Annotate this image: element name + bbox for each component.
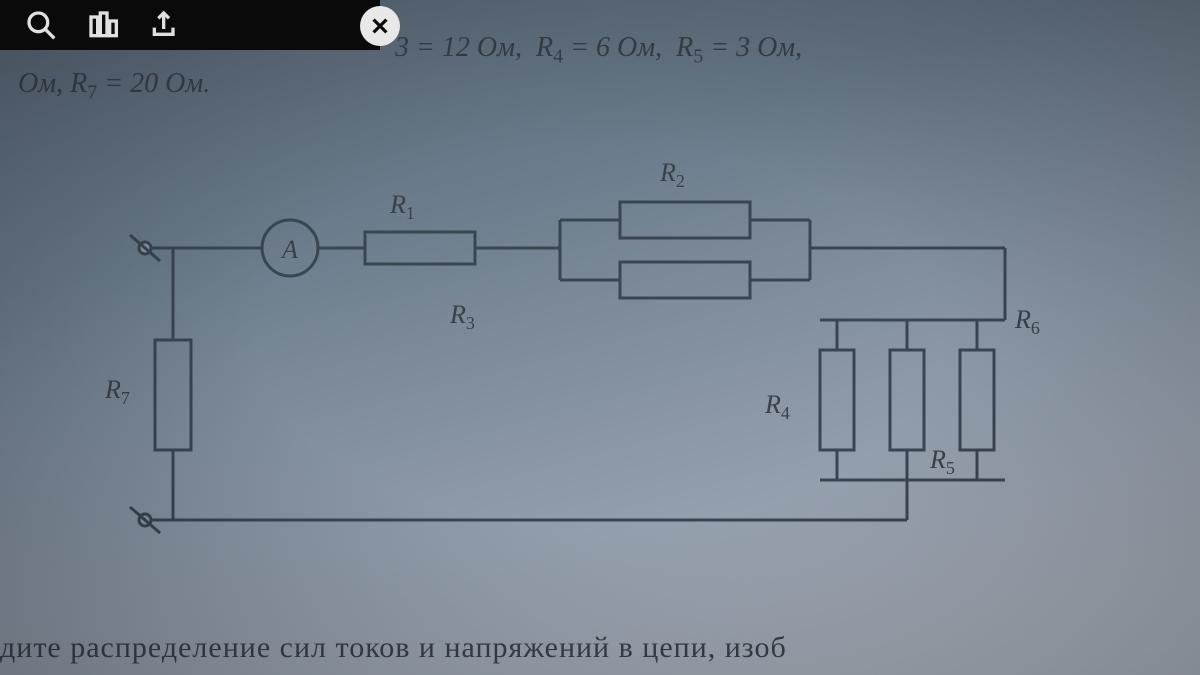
label-r3: R3 [450,300,475,334]
toolbar [0,0,380,50]
problem-values-line1: 3 = 12 Ом, R4 = 6 Ом, R5 = 3 Ом, [395,32,809,69]
problem-values-line2: Ом, R7 = 20 Ом. [18,68,210,105]
circuit-diagram: A R1 R2 R3 R4 R5 R6 R7 [60,140,1140,580]
share-icon[interactable] [149,9,181,41]
label-r2: R2 [660,158,685,192]
svg-text:A: A [280,235,298,264]
label-r6: R6 [1015,305,1040,339]
close-button[interactable] [360,6,400,46]
label-r4: R4 [765,390,790,424]
crop-icon[interactable] [87,9,119,41]
search-icon[interactable] [25,9,57,41]
label-r7: R7 [105,375,130,409]
label-r5: R5 [930,445,955,479]
problem-question: дите распределение сил токов и напряжени… [0,631,787,665]
label-r1: R1 [390,190,415,224]
